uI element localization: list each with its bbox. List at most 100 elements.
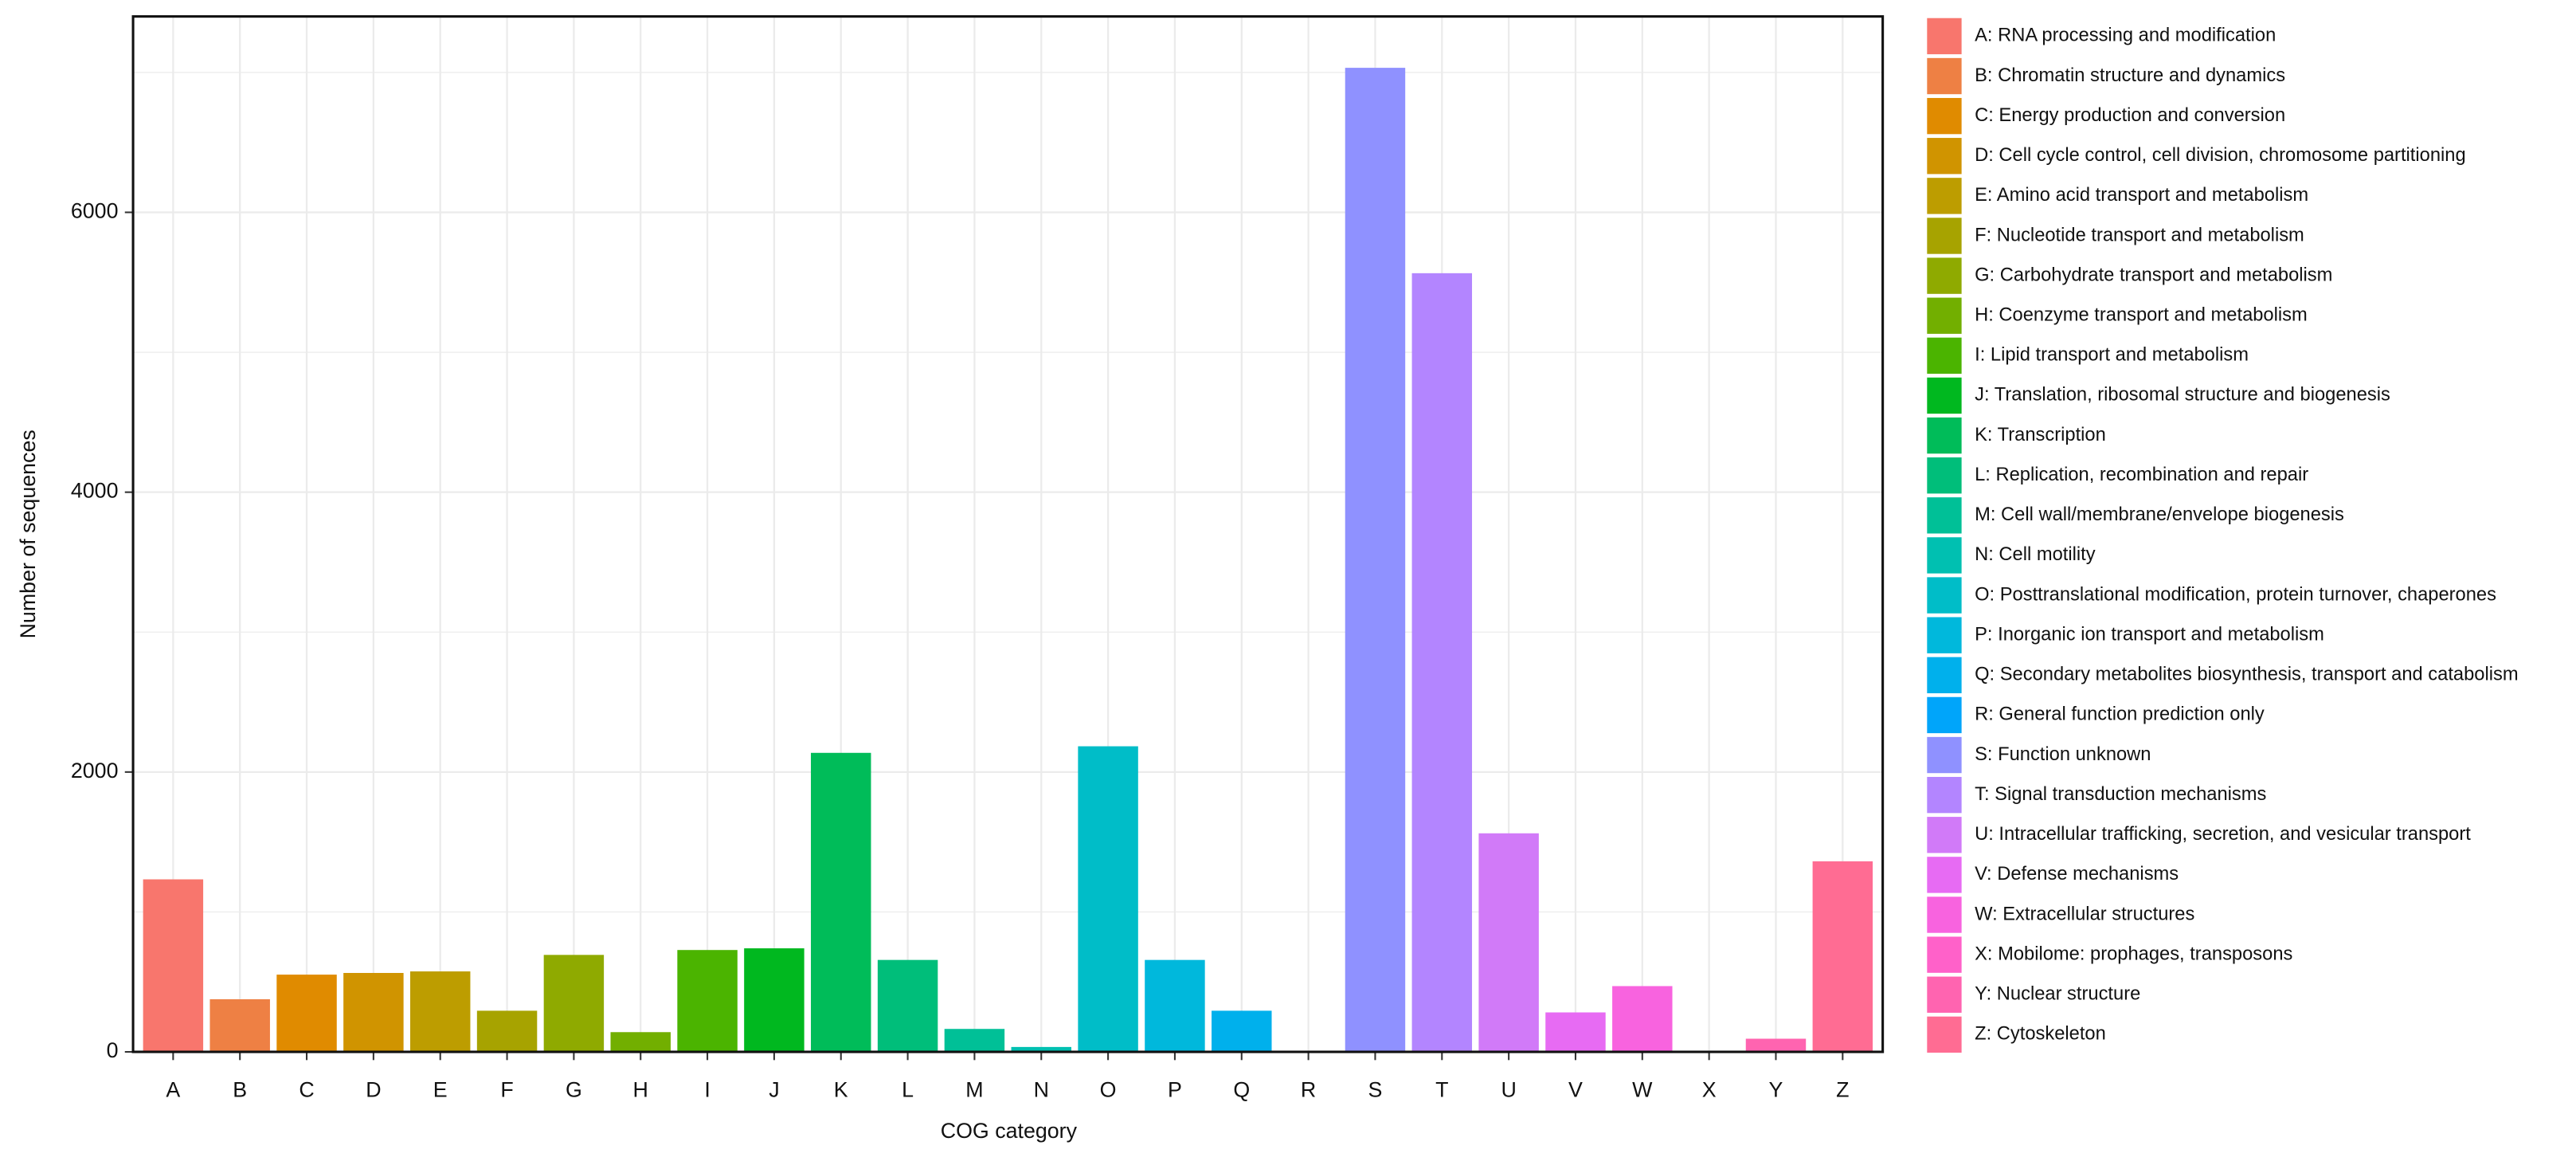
legend-key (1927, 817, 1962, 853)
x-tick-label: G (566, 1078, 582, 1102)
x-tick-label: A (166, 1078, 180, 1102)
legend-label: T: Signal transduction mechanisms (1975, 784, 2266, 805)
bar (877, 959, 938, 1053)
plot-frame (131, 15, 1885, 1053)
bar (677, 950, 738, 1053)
legend-key (1927, 657, 1962, 693)
y-tick-label: 6000 (71, 199, 119, 223)
x-tick-label: K (834, 1078, 848, 1102)
bar (343, 972, 404, 1053)
legend-key (1927, 417, 1962, 454)
legend-key (1927, 976, 1962, 1013)
x-tick-label: R (1301, 1078, 1316, 1102)
bar (744, 948, 805, 1053)
bar (143, 879, 204, 1053)
bar (1411, 273, 1473, 1053)
x-tick-label: C (299, 1078, 314, 1102)
bar (610, 1032, 671, 1053)
legend-key (1927, 297, 1962, 334)
legend-label: B: Chromatin structure and dynamics (1975, 65, 2285, 86)
bar (1212, 1010, 1272, 1053)
x-tick-label: T (1435, 1078, 1448, 1102)
legend-key (1927, 138, 1962, 175)
legend-key (1927, 218, 1962, 254)
x-tick-label: L (902, 1078, 914, 1102)
legend-label: C: Energy production and conversion (1975, 105, 2285, 126)
x-tick-label: N (1034, 1078, 1049, 1102)
legend-label: L: Replication, recombination and repair (1975, 465, 2308, 485)
y-axis-title: Number of sequences (16, 430, 40, 638)
legend-key (1927, 776, 1962, 814)
bar (209, 999, 270, 1053)
legend-label: Z: Cytoskeleton (1975, 1024, 2106, 1045)
bar (811, 752, 871, 1053)
legend-key (1927, 936, 1962, 973)
x-tick-label: B (233, 1078, 247, 1102)
bar (1078, 746, 1138, 1053)
y-tick-label: 4000 (71, 479, 119, 503)
legend-label: E: Amino acid transport and metabolism (1975, 185, 2308, 206)
bar (944, 1029, 1005, 1053)
x-axis-title: COG category (941, 1119, 1078, 1143)
x-tick-label: S (1368, 1078, 1383, 1102)
x-tick-label: P (1168, 1078, 1182, 1102)
bar (543, 955, 605, 1053)
y-tick-label: 2000 (71, 759, 119, 783)
legend-key (1927, 18, 1962, 55)
legend-label: J: Translation, ribosomal structure and … (1975, 385, 2390, 406)
x-tick-label: U (1501, 1078, 1516, 1102)
bar (409, 971, 471, 1053)
legend-key (1927, 696, 1962, 734)
legend-label: Q: Secondary metabolites biosynthesis, t… (1975, 665, 2518, 685)
x-tick-label: H (633, 1078, 648, 1102)
legend-key (1927, 1016, 1962, 1053)
legend-label: I: Lipid transport and metabolism (1975, 345, 2249, 366)
x-tick-label: X (1702, 1078, 1717, 1102)
legend-key (1927, 337, 1962, 375)
legend-label: K: Transcription (1975, 425, 2106, 445)
bar (1812, 861, 1873, 1053)
legend-label: W: Extracellular structures (1975, 904, 2194, 924)
x-tick-label: M (965, 1078, 983, 1102)
legend-key (1927, 257, 1962, 294)
legend-label: R: General function prediction only (1975, 704, 2265, 725)
legend-label: F: Nucleotide transport and metabolism (1975, 225, 2304, 245)
x-tick-label: O (1100, 1078, 1117, 1102)
legend-label: Y: Nuclear structure (1975, 984, 2140, 1005)
x-tick-label: Z (1836, 1078, 1849, 1102)
legend-label: M: Cell wall/membrane/envelope biogenesi… (1975, 504, 2344, 525)
legend-key (1927, 97, 1962, 135)
x-tick-label: I (704, 1078, 710, 1102)
legend-label: G: Carbohydrate transport and metabolism (1975, 265, 2332, 285)
legend-label: D: Cell cycle control, cell division, ch… (1975, 145, 2466, 166)
x-tick-label: Y (1769, 1078, 1783, 1102)
bar (1011, 1046, 1071, 1053)
legend-key (1927, 537, 1962, 574)
x-tick-label: Q (1233, 1078, 1250, 1102)
legend-key (1927, 377, 1962, 414)
legend-key (1927, 577, 1962, 614)
legend-key (1927, 57, 1962, 95)
bar (1545, 1012, 1606, 1053)
x-tick-label: D (366, 1078, 381, 1102)
x-tick-label: V (1568, 1078, 1583, 1102)
legend-key (1927, 617, 1962, 653)
legend-label: H: Coenzyme transport and metabolism (1975, 304, 2308, 325)
x-tick-label: J (769, 1078, 779, 1102)
legend-key (1927, 736, 1962, 774)
bar (1612, 986, 1673, 1053)
legend-key (1927, 457, 1962, 494)
x-tick-label: E (433, 1078, 448, 1102)
legend-label: A: RNA processing and modification (1975, 25, 2276, 46)
legend-key (1927, 178, 1962, 214)
bar (276, 975, 337, 1053)
legend-label: S: Function unknown (1975, 744, 2151, 765)
x-tick-label: W (1632, 1078, 1653, 1102)
bar (1745, 1038, 1807, 1053)
legend-label: X: Mobilome: prophages, transposons (1975, 943, 2292, 964)
legend-label: N: Cell motility (1975, 544, 2096, 565)
bar (1145, 959, 1205, 1053)
